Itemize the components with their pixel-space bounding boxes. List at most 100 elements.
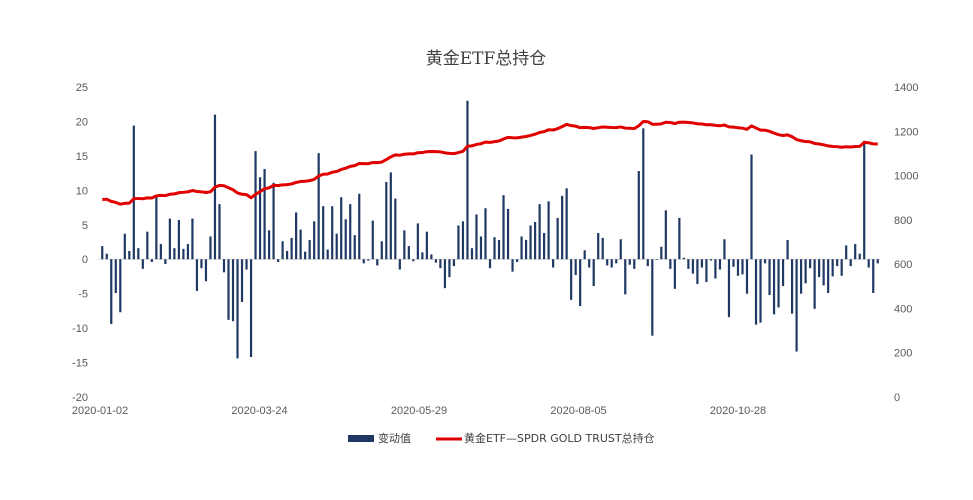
bar bbox=[705, 259, 708, 282]
bar bbox=[141, 259, 144, 269]
x-tick-label: 2020-10-28 bbox=[710, 405, 766, 417]
bar bbox=[452, 259, 456, 267]
bar bbox=[876, 259, 879, 264]
bar bbox=[673, 259, 676, 289]
bar bbox=[651, 259, 654, 336]
bar bbox=[258, 177, 262, 260]
bar bbox=[583, 250, 586, 260]
bar bbox=[403, 230, 406, 260]
bar bbox=[511, 259, 514, 272]
bar bbox=[231, 259, 235, 322]
right-tick-label: 1000 bbox=[894, 171, 918, 183]
bar bbox=[254, 151, 257, 260]
bar bbox=[470, 248, 474, 260]
bar bbox=[664, 210, 667, 260]
bar bbox=[385, 182, 388, 260]
chart-title: 黄金ETF总持仓 bbox=[426, 49, 547, 69]
bar bbox=[155, 195, 158, 260]
bar bbox=[682, 257, 685, 260]
bar bbox=[759, 259, 762, 323]
bar bbox=[137, 248, 140, 260]
bar bbox=[308, 239, 311, 260]
bar bbox=[344, 219, 347, 260]
bar bbox=[218, 204, 221, 260]
bar bbox=[565, 188, 568, 260]
bar bbox=[304, 251, 307, 260]
x-tick-label: 2020-03-24 bbox=[231, 405, 287, 417]
legend-line-label: 黄金ETF—SPDR GOLD TRUST总持仓 bbox=[464, 431, 655, 445]
bar bbox=[245, 259, 248, 270]
bar bbox=[736, 259, 740, 276]
bar bbox=[615, 259, 618, 264]
bar bbox=[827, 259, 830, 293]
bar bbox=[159, 244, 162, 260]
bar bbox=[425, 231, 428, 260]
left-tick-label: -20 bbox=[72, 392, 88, 404]
bar bbox=[358, 193, 361, 260]
bar bbox=[430, 254, 433, 260]
bar bbox=[119, 259, 122, 313]
bar bbox=[186, 244, 190, 260]
x-tick-label: 2020-05-29 bbox=[391, 405, 447, 417]
bar bbox=[488, 259, 492, 269]
bar bbox=[700, 259, 704, 268]
bar bbox=[809, 259, 812, 269]
bar bbox=[840, 259, 843, 276]
bar bbox=[466, 100, 469, 260]
bar bbox=[281, 241, 284, 260]
bar bbox=[484, 208, 487, 260]
bar bbox=[781, 259, 785, 287]
legend-bar-label: 变动值 bbox=[378, 431, 411, 445]
bar bbox=[313, 221, 316, 260]
bar bbox=[506, 208, 510, 260]
bar bbox=[457, 225, 460, 260]
bar bbox=[461, 221, 465, 260]
right-axis-ticks: 1400 1200 1000 800 600 400 200 0 bbox=[894, 82, 918, 404]
bar bbox=[538, 204, 541, 260]
bar bbox=[150, 259, 153, 262]
bar bbox=[195, 259, 199, 291]
bar bbox=[822, 259, 825, 286]
bar bbox=[646, 259, 649, 267]
bar bbox=[439, 259, 442, 269]
bar bbox=[146, 231, 149, 260]
legend-bar-swatch bbox=[348, 435, 374, 442]
bar bbox=[524, 239, 528, 260]
right-tick-label: 600 bbox=[894, 259, 912, 271]
bar bbox=[407, 246, 410, 260]
bar bbox=[818, 259, 821, 278]
bar bbox=[678, 217, 681, 260]
bar bbox=[561, 195, 564, 260]
left-tick-label: -10 bbox=[72, 323, 88, 335]
bar bbox=[619, 239, 622, 260]
bar bbox=[768, 259, 771, 296]
bar bbox=[114, 259, 117, 293]
bar bbox=[371, 220, 374, 260]
bar bbox=[592, 259, 595, 287]
bar bbox=[642, 128, 645, 260]
bar bbox=[637, 171, 640, 260]
bar bbox=[854, 244, 857, 260]
left-tick-label: -15 bbox=[72, 358, 88, 370]
bar bbox=[249, 259, 253, 358]
bar bbox=[168, 218, 171, 260]
bar bbox=[863, 140, 866, 260]
bar bbox=[597, 233, 600, 260]
bar bbox=[326, 249, 329, 260]
bar bbox=[750, 154, 753, 260]
bar bbox=[448, 259, 451, 278]
bar bbox=[110, 259, 113, 324]
bar bbox=[515, 259, 519, 262]
bar bbox=[434, 259, 437, 263]
bar bbox=[610, 259, 613, 268]
bar bbox=[588, 259, 591, 268]
bar bbox=[570, 259, 573, 300]
bar bbox=[367, 259, 370, 261]
bar bbox=[349, 204, 352, 260]
bar bbox=[240, 259, 244, 302]
bar bbox=[727, 259, 731, 318]
bar bbox=[389, 172, 392, 260]
bar bbox=[579, 259, 582, 307]
bar bbox=[398, 259, 401, 270]
